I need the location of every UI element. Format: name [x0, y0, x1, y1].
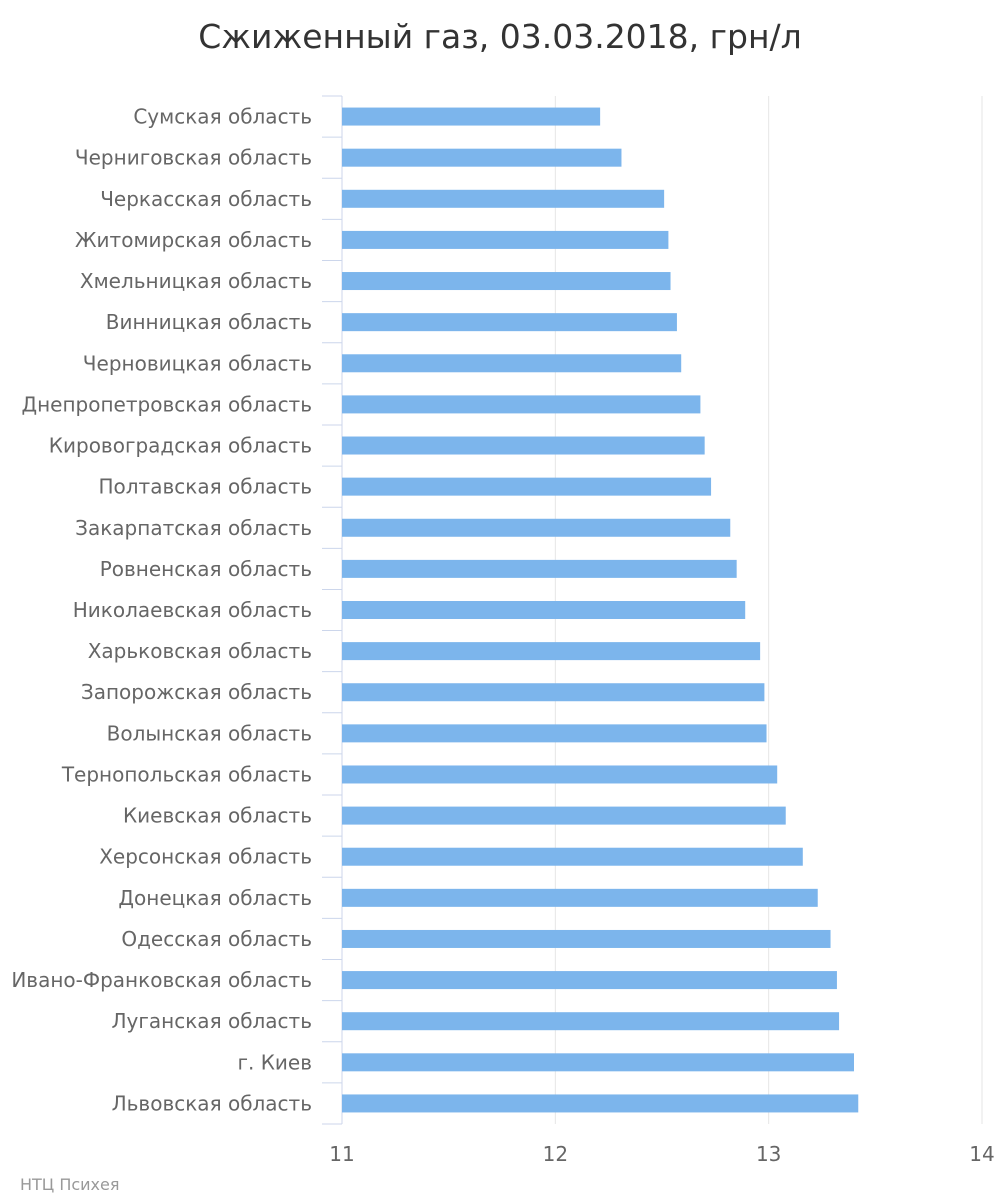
category-label: Ивано-Франковская область: [11, 968, 312, 992]
category-label: Закарпатская область: [75, 516, 312, 540]
bar[interactable]: [342, 189, 665, 208]
category-label: Днепропетровская область: [21, 392, 312, 416]
bar[interactable]: [342, 1094, 859, 1113]
category-label: Кировоградская область: [49, 434, 312, 458]
bar[interactable]: [342, 929, 831, 948]
bar[interactable]: [342, 395, 701, 414]
category-label: Полтавская область: [98, 475, 312, 499]
x-tick-label: 12: [543, 1142, 568, 1166]
category-label: Львовская область: [112, 1091, 312, 1115]
bar[interactable]: [342, 518, 731, 537]
category-label: Николаевская область: [73, 598, 312, 622]
bar[interactable]: [342, 1053, 854, 1072]
category-label: Хмельницкая область: [80, 269, 312, 293]
bar[interactable]: [342, 806, 786, 825]
category-label: г. Киев: [237, 1050, 312, 1074]
category-label: Черниговская область: [75, 146, 312, 170]
bar[interactable]: [342, 601, 746, 619]
chart-credit: НТЦ Психея: [20, 1175, 119, 1194]
bar[interactable]: [342, 477, 712, 496]
bar[interactable]: [342, 724, 767, 743]
category-labels: Сумская область Черниговская область Черка…: [11, 105, 312, 1116]
chart-title: Сжиженный газ, 03.03.2018, грн/л: [198, 17, 801, 56]
x-tick-label: 13: [756, 1142, 781, 1166]
category-label: Харьковская область: [88, 639, 312, 663]
category-label: Винницкая область: [106, 310, 312, 334]
category-label: Одесская область: [121, 927, 312, 951]
category-label: Волынская область: [107, 721, 312, 745]
x-tick-label: 14: [969, 1142, 994, 1166]
category-label: Ровненская область: [100, 557, 312, 581]
bar[interactable]: [342, 642, 761, 661]
category-label: Тернопольская область: [61, 762, 312, 786]
bar[interactable]: [342, 971, 837, 990]
bar[interactable]: [342, 1012, 840, 1031]
category-label: Запорожская область: [81, 680, 312, 704]
category-label: Черновицкая область: [83, 351, 312, 375]
bar[interactable]: [342, 107, 601, 126]
bar[interactable]: [342, 888, 818, 907]
category-label: Сумская область: [133, 105, 312, 129]
x-axis-ticks: 11 12 13 14: [329, 1142, 994, 1166]
bar[interactable]: [342, 230, 669, 249]
bar[interactable]: [342, 354, 682, 373]
bar[interactable]: [342, 847, 803, 866]
bar[interactable]: [342, 683, 765, 702]
category-label: Херсонская область: [99, 845, 312, 869]
grid-layer: [322, 95, 983, 1125]
bar[interactable]: [342, 313, 677, 332]
bar[interactable]: [342, 436, 705, 455]
category-label: Луганская область: [112, 1009, 312, 1033]
bar[interactable]: [342, 148, 622, 167]
bar[interactable]: [342, 765, 778, 784]
category-label: Черкасская область: [100, 187, 312, 211]
category-label: Житомирская область: [75, 228, 312, 252]
category-label: Киевская область: [123, 804, 312, 828]
bar[interactable]: [342, 272, 671, 291]
category-label: Донецкая область: [118, 886, 312, 910]
bar[interactable]: [342, 559, 737, 578]
x-tick-label: 11: [329, 1142, 354, 1166]
bars-layer: [342, 107, 859, 1113]
